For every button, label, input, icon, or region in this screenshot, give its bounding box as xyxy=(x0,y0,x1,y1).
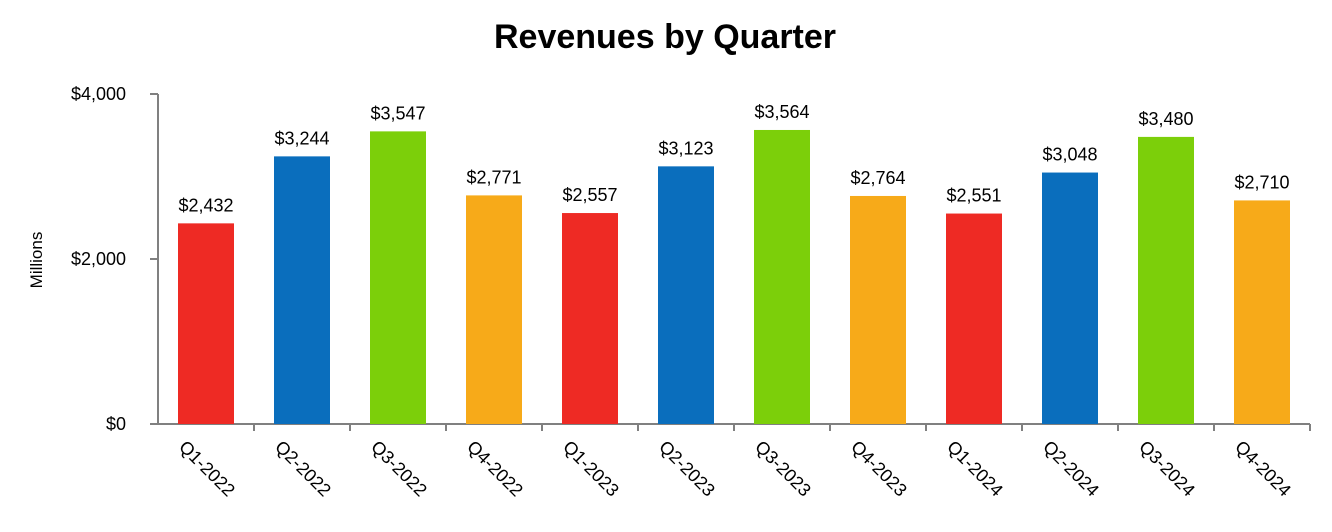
data-label: $2,771 xyxy=(466,167,521,187)
x-tick-label: Q4-2024 xyxy=(1231,437,1295,501)
bar-q2-2023 xyxy=(658,166,714,425)
y-tick-label: $4,000 xyxy=(71,84,126,104)
x-tick-label: Q2-2024 xyxy=(1039,437,1103,501)
data-label: $3,048 xyxy=(1042,145,1097,165)
bar-q3-2022 xyxy=(370,131,426,424)
x-tick-label: Q3-2023 xyxy=(751,437,815,501)
x-tick-label: Q2-2022 xyxy=(271,437,335,501)
x-tick-label: Q1-2024 xyxy=(943,437,1007,501)
x-tick-label: Q4-2022 xyxy=(463,437,527,501)
bar-q2-2022 xyxy=(274,156,330,424)
bar-q4-2023 xyxy=(850,195,906,424)
data-label: $2,551 xyxy=(946,186,1001,206)
data-label: $2,710 xyxy=(1234,172,1289,192)
y-tick-label: $2,000 xyxy=(71,249,126,269)
data-label: $3,123 xyxy=(658,138,713,158)
bar-q1-2023 xyxy=(562,213,618,424)
y-tick-label: $0 xyxy=(106,414,126,434)
x-tick-label: Q3-2022 xyxy=(367,437,431,501)
data-label: $3,564 xyxy=(754,102,809,122)
data-label: $3,547 xyxy=(370,103,425,123)
x-tick-label: Q2-2023 xyxy=(655,437,719,501)
chart-title: Revenues by Quarter xyxy=(494,18,836,56)
bar-q1-2024 xyxy=(946,213,1002,424)
x-tick-labels: Q1-2022 Q2-2022 Q3-2022 Q4-2022 Q1-2023 Q2-20… xyxy=(175,437,1295,501)
bar-q1-2022 xyxy=(178,223,234,424)
x-tick-label: Q1-2023 xyxy=(559,437,623,501)
bar-q2-2024 xyxy=(1042,172,1098,424)
data-label: $2,557 xyxy=(562,185,617,205)
data-label: $3,480 xyxy=(1138,109,1193,129)
data-label: $2,764 xyxy=(850,168,905,188)
y-axis: $0 $2,000 $4,000 xyxy=(71,84,159,434)
x-tick-label: Q4-2023 xyxy=(847,437,911,501)
y-axis-label: Millions xyxy=(27,232,46,289)
bar-q3-2023 xyxy=(754,129,810,424)
x-tick-label: Q1-2022 xyxy=(175,437,239,501)
bar-q4-2022 xyxy=(466,195,522,424)
bar-q4-2024 xyxy=(1234,200,1290,424)
data-label: $2,432 xyxy=(178,195,233,215)
data-labels: $2,432 $3,244 $3,547 $2,771 $2,557 $3,123 $3,5… xyxy=(178,102,1289,215)
bar-q3-2024 xyxy=(1138,136,1194,424)
x-axis xyxy=(150,423,1311,431)
data-label: $3,244 xyxy=(274,128,329,148)
bars xyxy=(178,129,1290,425)
x-tick-label: Q3-2024 xyxy=(1135,437,1199,501)
